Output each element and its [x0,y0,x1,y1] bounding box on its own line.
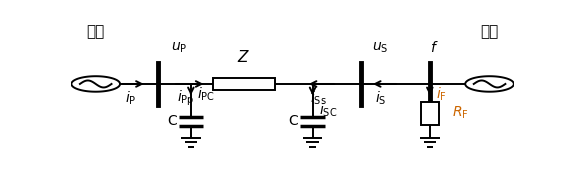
Text: $R_\mathrm{F}$: $R_\mathrm{F}$ [452,105,469,121]
Text: $i_\mathrm{P}$: $i_\mathrm{P}$ [126,90,137,107]
Text: $i_\mathrm{Pp}$: $i_\mathrm{Pp}$ [177,89,194,108]
Text: $u_\mathrm{P}$: $u_\mathrm{P}$ [171,40,187,55]
Bar [213,78,275,90]
Text: C: C [288,114,299,128]
Text: C: C [167,114,176,128]
Text: $Z$: $Z$ [238,49,251,65]
Text: $i_\mathrm{F}$: $i_\mathrm{F}$ [436,85,447,102]
Text: 系统: 系统 [480,24,498,39]
Text: $i_\mathrm{SC}$: $i_\mathrm{SC}$ [319,101,337,119]
Text: $i_\mathrm{Ss}$: $i_\mathrm{Ss}$ [310,90,327,107]
Text: $i_\mathrm{PC}$: $i_\mathrm{PC}$ [198,85,215,102]
Text: $u_\mathrm{S}$: $u_\mathrm{S}$ [372,40,389,55]
Bar [420,102,439,125]
Text: 光伏: 光伏 [87,24,105,39]
Text: $f$: $f$ [430,40,439,55]
Text: $i_\mathrm{S}$: $i_\mathrm{S}$ [375,90,387,107]
